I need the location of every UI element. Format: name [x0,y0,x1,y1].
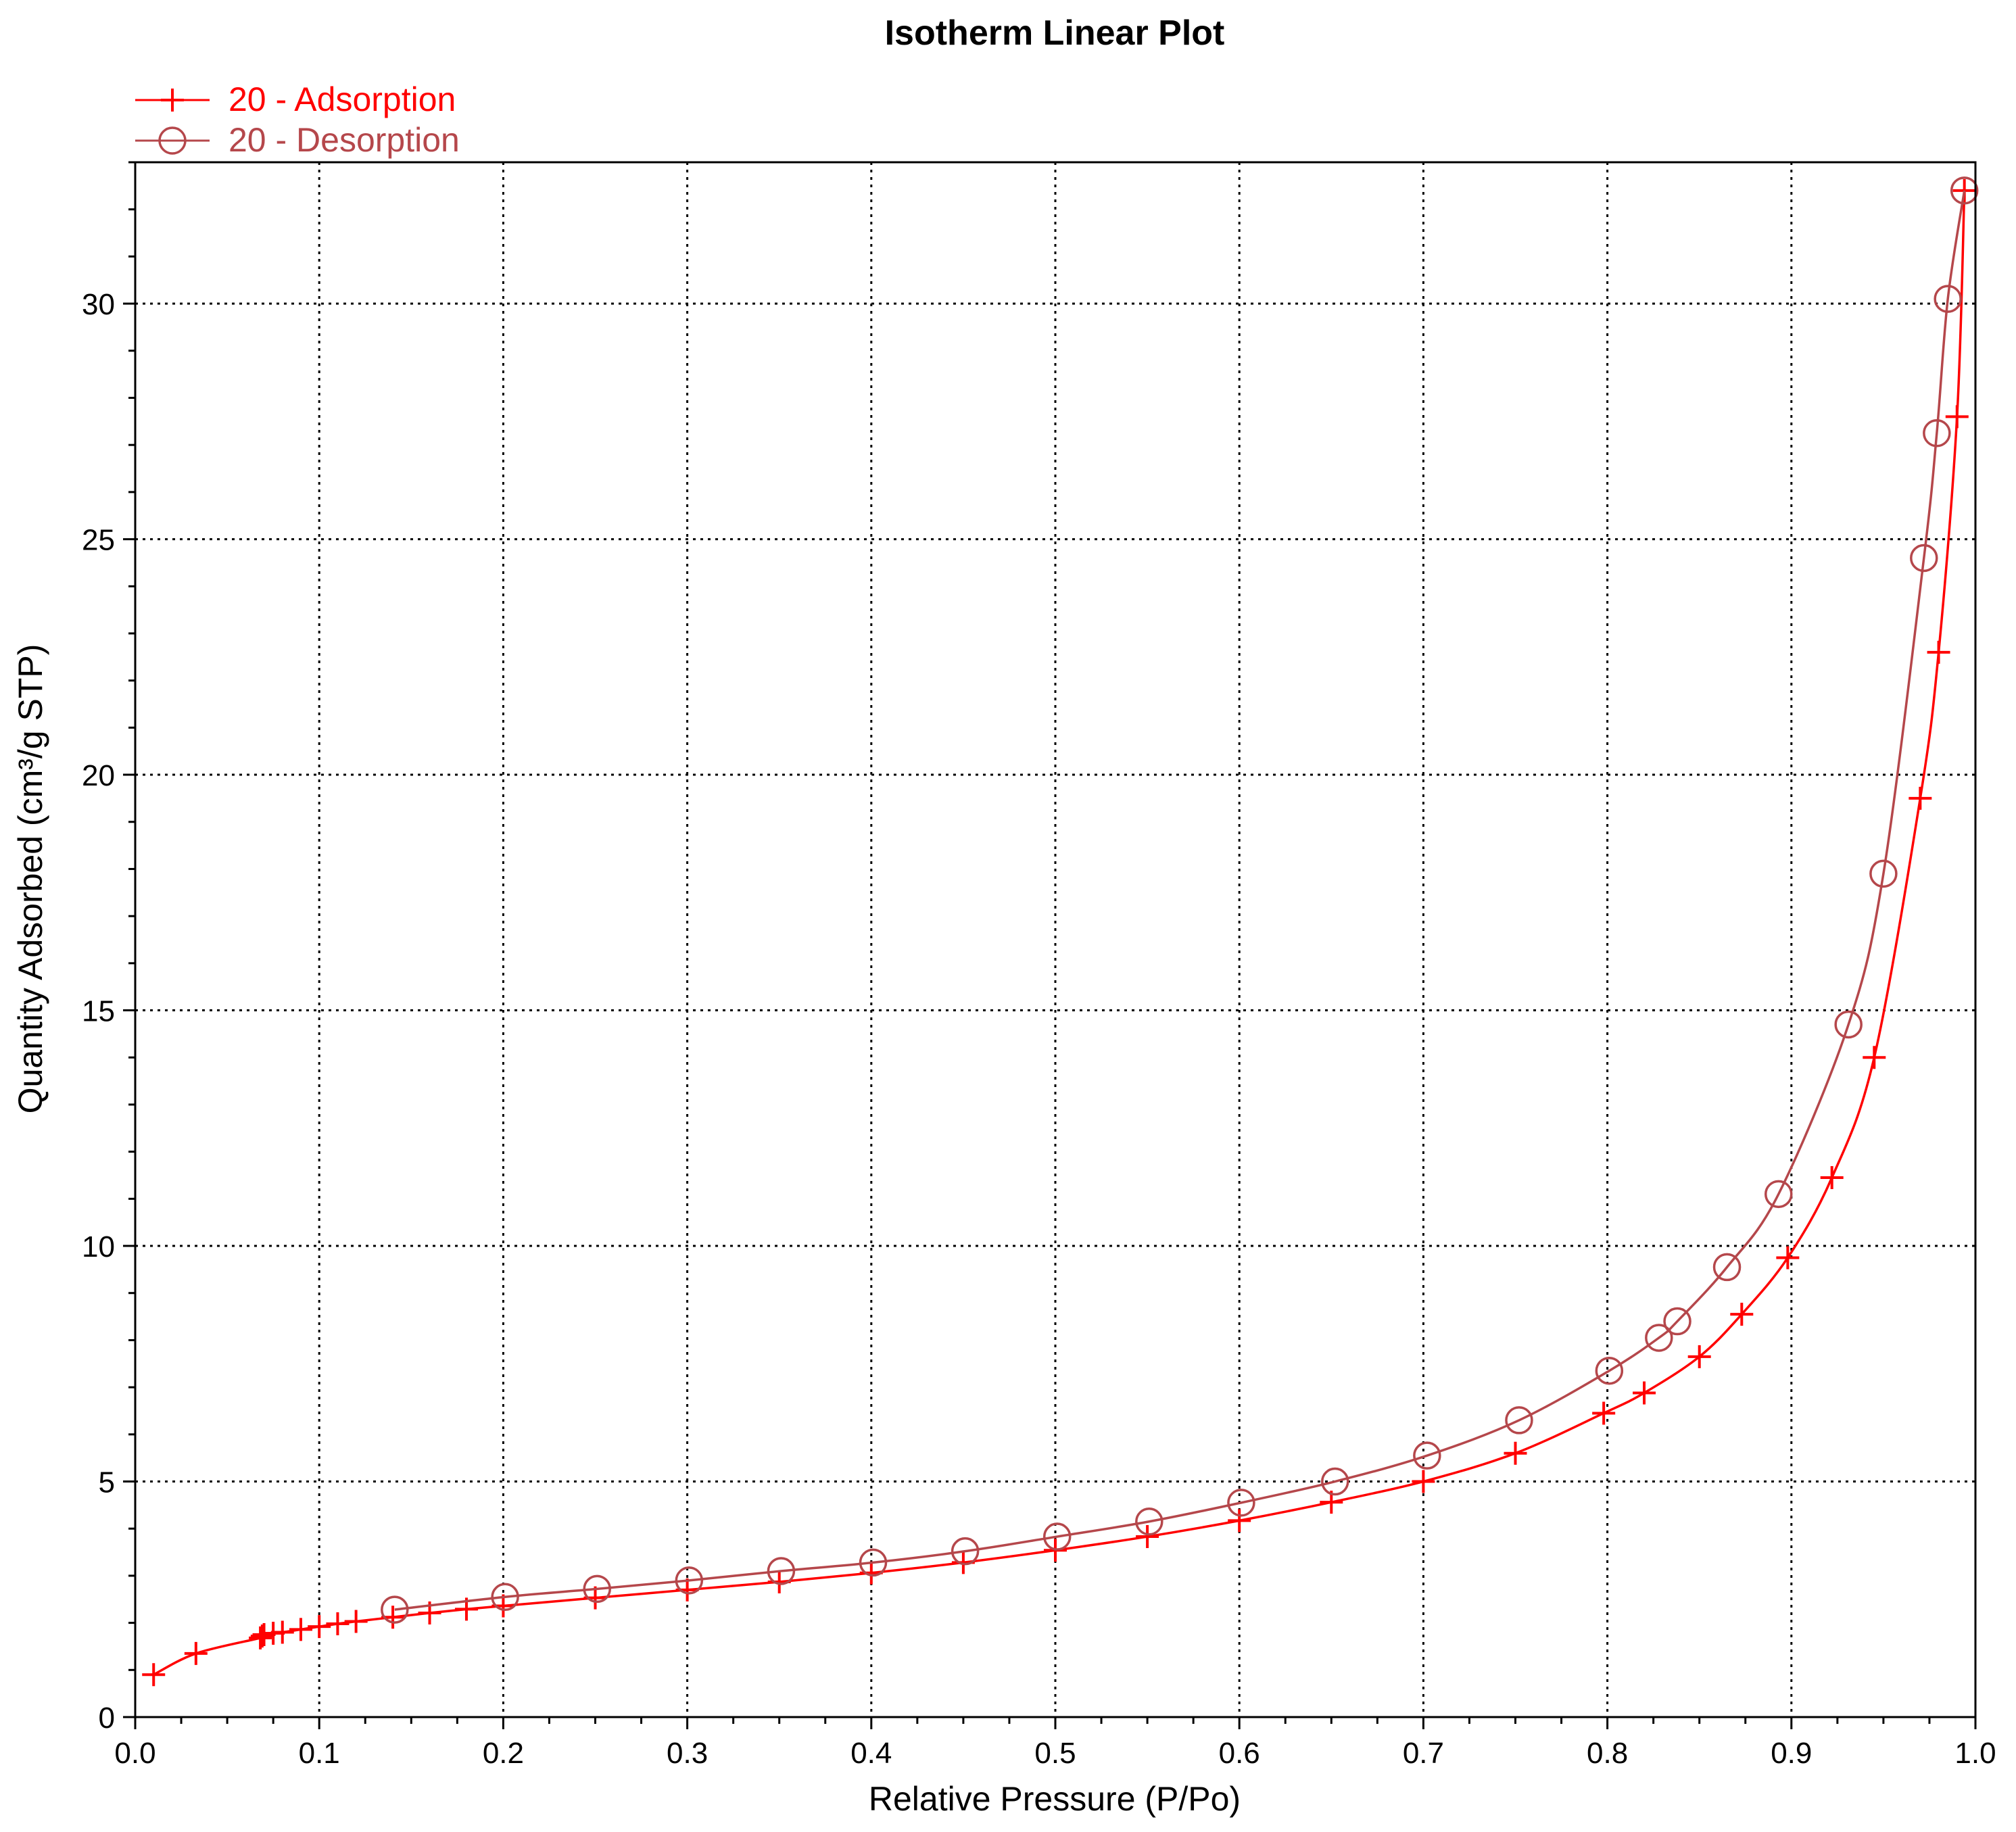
data-point-adsorption [1820,1165,1844,1189]
data-point-desorption [1595,1356,1624,1385]
data-point-adsorption [308,1615,331,1639]
axis-layer: 0.0 0.1 0.2 0.3 0.4 0.5 0.6 0.7 0.8 0.9 1.0 0 5 10 15 2… [82,161,1996,1770]
data-point-desorption [1923,419,1951,448]
x-tick-label: 0.3 [667,1737,708,1770]
data-point-desorption [951,1537,980,1566]
data-point-adsorption [249,1626,272,1649]
data-point-desorption [1320,1467,1349,1496]
data-point-adsorption [270,1620,294,1644]
data-point-desorption [1135,1508,1163,1536]
data-point-desorption [1934,285,1962,313]
data-point-adsorption [1863,1046,1886,1069]
legend-adsorption-label: 20 - Adsorption [229,80,456,118]
x-tick-label: 0.4 [850,1737,892,1770]
data-point-desorption [1712,1253,1742,1282]
y-tick-label: 30 [82,288,115,321]
x-tick-label: 0.1 [299,1737,340,1770]
data-point-adsorption [1909,786,1932,810]
x-axis-label: Relative Pressure (P/Po) [869,1780,1241,1818]
data-point-adsorption [1504,1441,1527,1465]
series-line-desorption [394,190,1966,1611]
y-tick-label: 20 [82,759,115,792]
data-point-adsorption [1228,1509,1251,1533]
x-tick-label: 0.7 [1403,1737,1444,1770]
x-tick-label: 0.8 [1587,1737,1628,1770]
data-point-desorption [1764,1180,1793,1209]
data-point-desorption [1227,1489,1255,1517]
y-tick-label: 0 [99,1702,115,1735]
series-desorption [381,176,1979,1624]
data-point-adsorption [344,1610,368,1633]
legend-desorption-marker [158,126,187,155]
series-layer [142,176,1979,1687]
data-point-desorption [1910,544,1938,573]
data-point-desorption [675,1566,704,1595]
legend-item-desorption: 20 - Desorption [135,121,460,159]
series-adsorption [142,178,1976,1687]
data-point-adsorption [1776,1246,1800,1270]
series-line-adsorption [153,190,1966,1676]
grid-layer [135,162,1975,1717]
x-tick-label: 0.6 [1219,1737,1260,1770]
data-point-desorption [1869,859,1898,888]
data-point-adsorption [250,1624,274,1648]
x-tick-label: 1.0 [1954,1737,1996,1770]
data-point-desorption [1413,1441,1441,1470]
data-point-desorption [859,1548,888,1577]
data-point-adsorption [1633,1381,1656,1405]
data-point-desorption [583,1574,611,1604]
legend-desorption-label: 20 - Desorption [229,121,460,159]
data-point-desorption [491,1583,519,1612]
y-tick-label: 25 [82,524,115,557]
data-point-desorption [1042,1522,1072,1551]
data-point-adsorption [1592,1401,1616,1425]
x-tick-label: 0.2 [483,1737,524,1770]
data-point-adsorption [1136,1525,1159,1549]
data-point-desorption [1663,1307,1691,1336]
data-point-adsorption [1945,405,1969,429]
data-point-desorption [1505,1406,1533,1435]
data-point-desorption [381,1595,409,1624]
legend-adsorption-marker [161,89,184,112]
data-point-adsorption [1927,640,1950,664]
legend: 20 - Adsorption 20 - Desorption [135,80,460,159]
data-point-adsorption [1687,1345,1711,1368]
data-point-adsorption [326,1612,350,1635]
data-point-adsorption [1952,178,1976,202]
y-tick-label: 15 [82,995,115,1028]
data-point-adsorption [142,1663,166,1687]
y-tick-label: 5 [99,1466,115,1499]
data-point-adsorption [252,1623,276,1647]
data-point-adsorption [289,1618,312,1641]
data-point-adsorption [1730,1303,1754,1326]
chart-title: Isotherm Linear Plot [885,14,1225,53]
y-axis-label: Quantity Adsorbed (cm³/g STP) [11,644,49,1114]
data-point-desorption [1950,176,1979,205]
x-tick-label: 0.5 [1034,1737,1076,1770]
data-point-adsorption [1412,1470,1435,1493]
data-point-desorption [1645,1324,1673,1352]
data-point-adsorption [184,1641,208,1665]
x-tick-label: 0.0 [114,1737,155,1770]
data-point-desorption [1834,1010,1863,1039]
y-tick-label: 10 [82,1230,115,1263]
data-point-desorption [767,1557,796,1585]
legend-item-adsorption: 20 - Adsorption [135,80,456,118]
x-tick-label: 0.9 [1771,1737,1812,1770]
